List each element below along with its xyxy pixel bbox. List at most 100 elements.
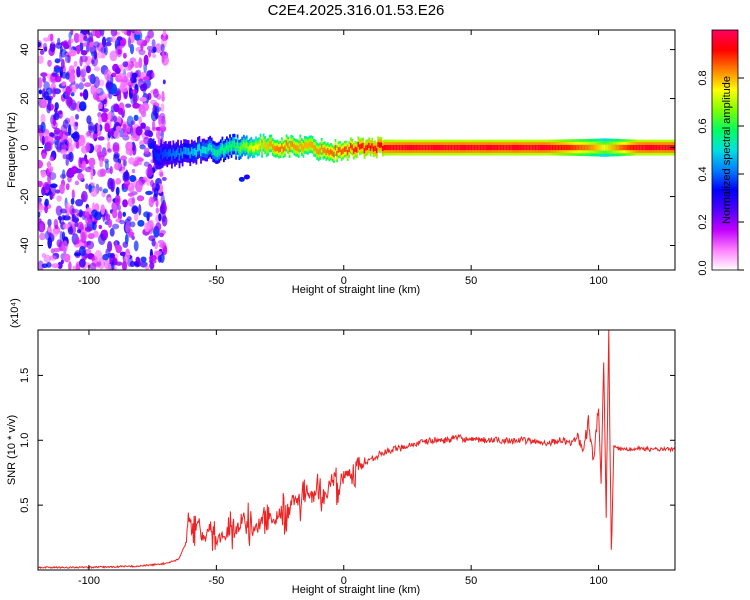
ridge-cell xyxy=(475,145,477,151)
noise-speckle xyxy=(91,59,95,65)
noise-speckle xyxy=(101,53,106,59)
noise-speckle xyxy=(94,66,100,72)
ridge-cell xyxy=(629,144,632,151)
noise-speckle xyxy=(129,57,137,63)
noise-speckle xyxy=(145,265,150,270)
bottom-y-axis-label: SNR (10 * v/v) xyxy=(6,415,18,485)
noise-speckle xyxy=(61,231,66,241)
noise-speckle xyxy=(102,253,109,261)
ridge-cell xyxy=(210,144,213,152)
noise-speckle xyxy=(65,183,70,191)
ridge-cell xyxy=(487,145,490,151)
ridge-cell xyxy=(415,145,418,151)
ridge-cell xyxy=(437,145,439,151)
noise-speckle xyxy=(47,59,52,67)
tick-label: 0.0 xyxy=(697,260,709,275)
ridge-cell xyxy=(479,145,482,151)
noise-speckle xyxy=(162,30,167,37)
ridge-cell xyxy=(443,145,445,151)
ridge-cell xyxy=(635,145,638,151)
ridge-cell xyxy=(519,145,522,151)
ridge-cell xyxy=(256,144,259,151)
noise-speckle xyxy=(156,130,161,140)
noise-speckle xyxy=(75,113,79,120)
noise-speckle xyxy=(92,30,97,37)
ridge-cell xyxy=(154,149,156,157)
noise-speckle xyxy=(116,36,123,41)
ridge-cell xyxy=(602,144,604,151)
noise-speckle xyxy=(40,170,47,178)
noise-speckle xyxy=(104,122,110,133)
ridge-cell xyxy=(276,145,279,152)
tick-label: 100 xyxy=(589,575,607,587)
ridge-cell xyxy=(545,145,548,151)
ridge-cell xyxy=(423,145,426,151)
noise-speckle xyxy=(62,215,71,221)
ridge-cell xyxy=(275,146,277,152)
noise-speckle xyxy=(143,211,151,218)
ridge-cell xyxy=(583,144,586,151)
ridge-cell xyxy=(620,144,623,151)
tick-label: -50 xyxy=(208,275,224,287)
ridge-cell xyxy=(259,139,262,146)
noise-speckle xyxy=(76,66,81,78)
ridge-cell xyxy=(359,144,361,150)
ridge-cell xyxy=(585,144,588,151)
noise-speckle xyxy=(68,261,72,270)
ridge-cell xyxy=(502,145,505,151)
noise-speckle xyxy=(145,190,154,195)
tick-label: 50 xyxy=(465,575,477,587)
ridge-cell xyxy=(441,145,444,151)
noise-speckle xyxy=(61,81,67,87)
ridge-cell xyxy=(403,145,406,151)
noise-speckle xyxy=(122,241,129,248)
ridge-cell xyxy=(516,145,519,151)
noise-speckle xyxy=(153,187,159,198)
noise-speckle xyxy=(99,159,103,168)
noise-speckle xyxy=(70,92,75,97)
ridge-cell xyxy=(631,144,633,151)
noise-speckle xyxy=(73,60,78,68)
ridge-cell xyxy=(380,142,383,148)
noise-speckle xyxy=(104,160,109,171)
snr-scale-label: (x10⁴) xyxy=(9,298,21,328)
noise-speckle xyxy=(70,198,75,205)
ridge-cell xyxy=(197,144,199,152)
ridge-cell xyxy=(528,145,531,151)
ridge-cell xyxy=(498,145,500,151)
noise-speckle xyxy=(155,250,162,256)
ridge-cell xyxy=(369,145,372,151)
noise-speckle xyxy=(47,160,51,170)
ridge-cell xyxy=(314,145,317,152)
ridge-cell xyxy=(348,146,351,153)
noise-speckle xyxy=(49,255,57,261)
ridge-cell xyxy=(284,145,286,152)
noise-speckle xyxy=(94,250,103,262)
ridge-cell xyxy=(485,145,488,151)
noise-speckle xyxy=(134,61,140,69)
ridge-cell xyxy=(518,145,520,151)
noise-speckle xyxy=(161,90,165,100)
noise-speckle xyxy=(157,240,165,244)
noise-speckle xyxy=(103,98,107,105)
noise-speckle xyxy=(128,157,135,165)
ridge-cell xyxy=(183,146,185,155)
ridge-cell xyxy=(444,145,447,151)
ridge-cell xyxy=(658,145,661,151)
noise-speckle xyxy=(104,45,108,56)
noise-speckle xyxy=(65,96,73,107)
ridge-cell xyxy=(484,145,487,151)
ridge-cell xyxy=(337,147,340,153)
ridge-cell xyxy=(351,144,354,150)
ridge-cell xyxy=(534,145,537,151)
noise-speckle xyxy=(151,120,156,132)
ridge-cell xyxy=(515,145,517,151)
ridge-cell xyxy=(391,145,393,151)
noise-speckle xyxy=(53,247,61,253)
noise-speckle xyxy=(122,211,126,217)
ridge-cell xyxy=(495,145,497,151)
noise-speckle xyxy=(53,127,61,135)
noise-speckle xyxy=(160,204,165,213)
ridge-cell xyxy=(489,145,491,151)
ridge-cell xyxy=(308,141,311,148)
